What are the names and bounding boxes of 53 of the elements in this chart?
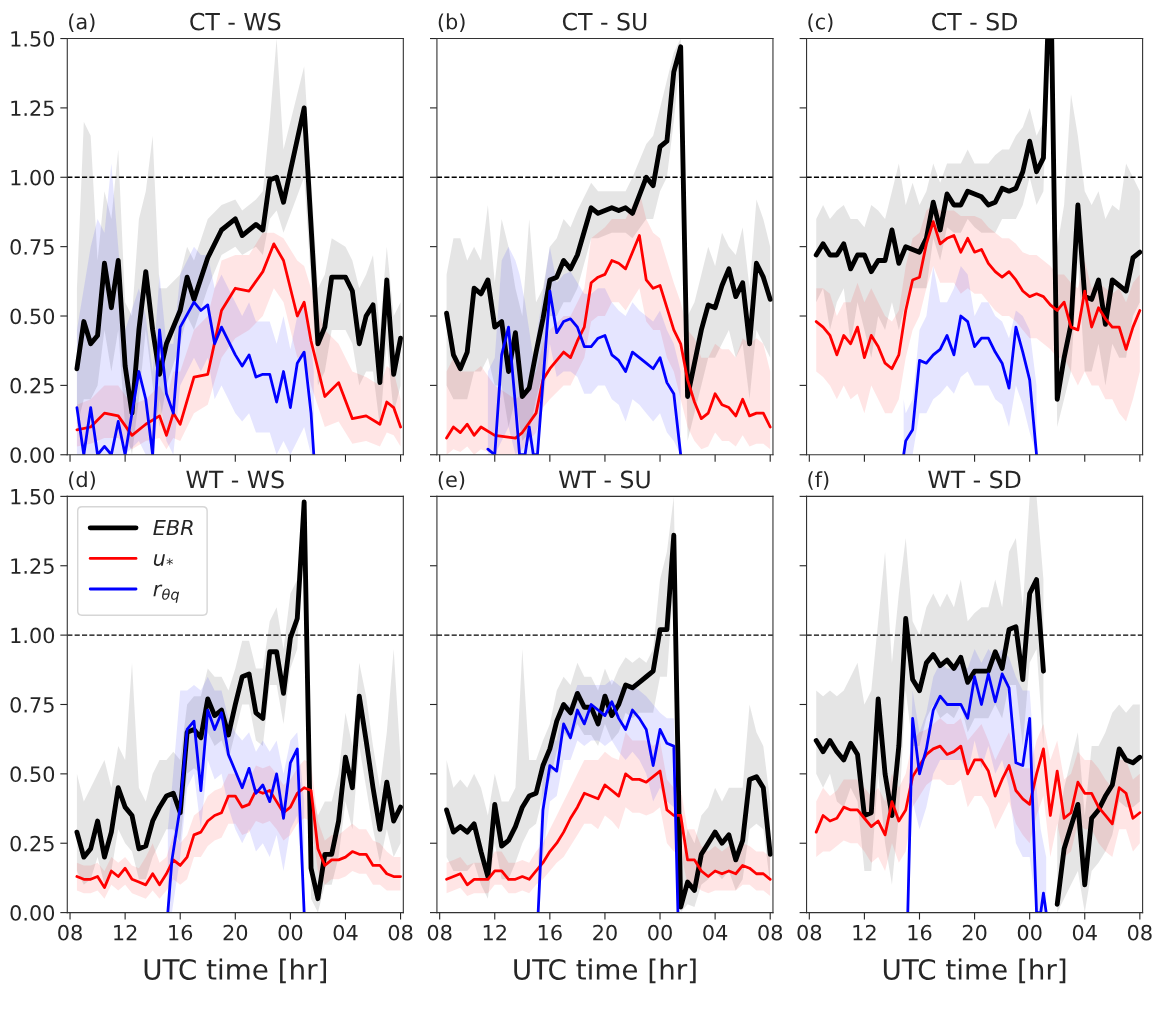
x-tick-label: 08 bbox=[58, 924, 82, 941]
x-tick-label: 16 bbox=[538, 924, 562, 941]
y-tick-label: 1.25 bbox=[11, 100, 54, 117]
x-tick-label: 12 bbox=[853, 924, 876, 941]
x-axis-title: UTC time [hr] bbox=[144, 958, 327, 984]
x-tick-label: 08 bbox=[1127, 924, 1152, 941]
y-tick-label: 1.50 bbox=[11, 30, 55, 47]
x-tick-label: 20 bbox=[223, 924, 248, 941]
x-tick-label: 00 bbox=[1017, 924, 1042, 941]
x-tick-label: 04 bbox=[1072, 924, 1097, 941]
y-tick-label: 1.25 bbox=[11, 558, 54, 574]
text: (f) bbox=[808, 471, 829, 490]
y-tick-label: 1.50 bbox=[11, 488, 55, 505]
x-tick-label: 20 bbox=[962, 924, 987, 941]
y-tick-label: 1.00 bbox=[11, 627, 55, 644]
y-tick-label: 0.25 bbox=[10, 377, 54, 394]
legend-label: u$_{*}$ bbox=[153, 554, 173, 566]
x-tick-label: 12 bbox=[483, 924, 506, 941]
x-tick-label: 08 bbox=[427, 924, 452, 941]
y-tick-label: 0.50 bbox=[10, 766, 55, 783]
y-tick-label: 0.00 bbox=[10, 905, 55, 921]
text: (c) bbox=[808, 13, 833, 32]
x-tick-label: 04 bbox=[333, 924, 358, 941]
text: (b) bbox=[438, 13, 465, 32]
x-axis-title: UTC time [hr] bbox=[514, 958, 696, 984]
y-tick-label: 0.75 bbox=[10, 239, 54, 255]
x-axis-title: UTC time [hr] bbox=[883, 958, 1066, 984]
y-tick-label: 0.00 bbox=[10, 447, 55, 463]
y-tick-label: 0.50 bbox=[10, 308, 55, 325]
x-tick-label: 16 bbox=[169, 924, 193, 941]
y-tick-label: 1.00 bbox=[11, 169, 55, 186]
legend-label: EBR bbox=[153, 519, 193, 536]
text: (e) bbox=[438, 471, 465, 490]
legend-label: r$_{θq}$ bbox=[153, 584, 180, 603]
x-tick-label: 16 bbox=[908, 924, 932, 941]
y-tick-label: 0.75 bbox=[10, 696, 54, 713]
chart-title: WT - WS bbox=[186, 470, 284, 489]
x-tick-label: 08 bbox=[758, 924, 783, 941]
y-tick-label: 0.25 bbox=[10, 835, 54, 852]
x-tick-label: 00 bbox=[648, 924, 672, 941]
chart-title: CT - SU bbox=[562, 12, 647, 31]
chart-title: CT - WS bbox=[190, 12, 281, 31]
x-tick-label: 12 bbox=[114, 924, 137, 941]
x-tick-label: 00 bbox=[278, 924, 303, 941]
chart-title: WT - SU bbox=[558, 470, 650, 489]
x-tick-label: 08 bbox=[797, 924, 822, 941]
text: (a) bbox=[69, 13, 95, 32]
x-tick-label: 20 bbox=[593, 924, 617, 941]
x-tick-label: 04 bbox=[703, 924, 728, 941]
chart-title: WT - SD bbox=[928, 470, 1021, 489]
x-tick-label: 08 bbox=[388, 924, 413, 941]
chart-title: CT - SD bbox=[932, 12, 1017, 31]
text: (d) bbox=[69, 471, 95, 490]
